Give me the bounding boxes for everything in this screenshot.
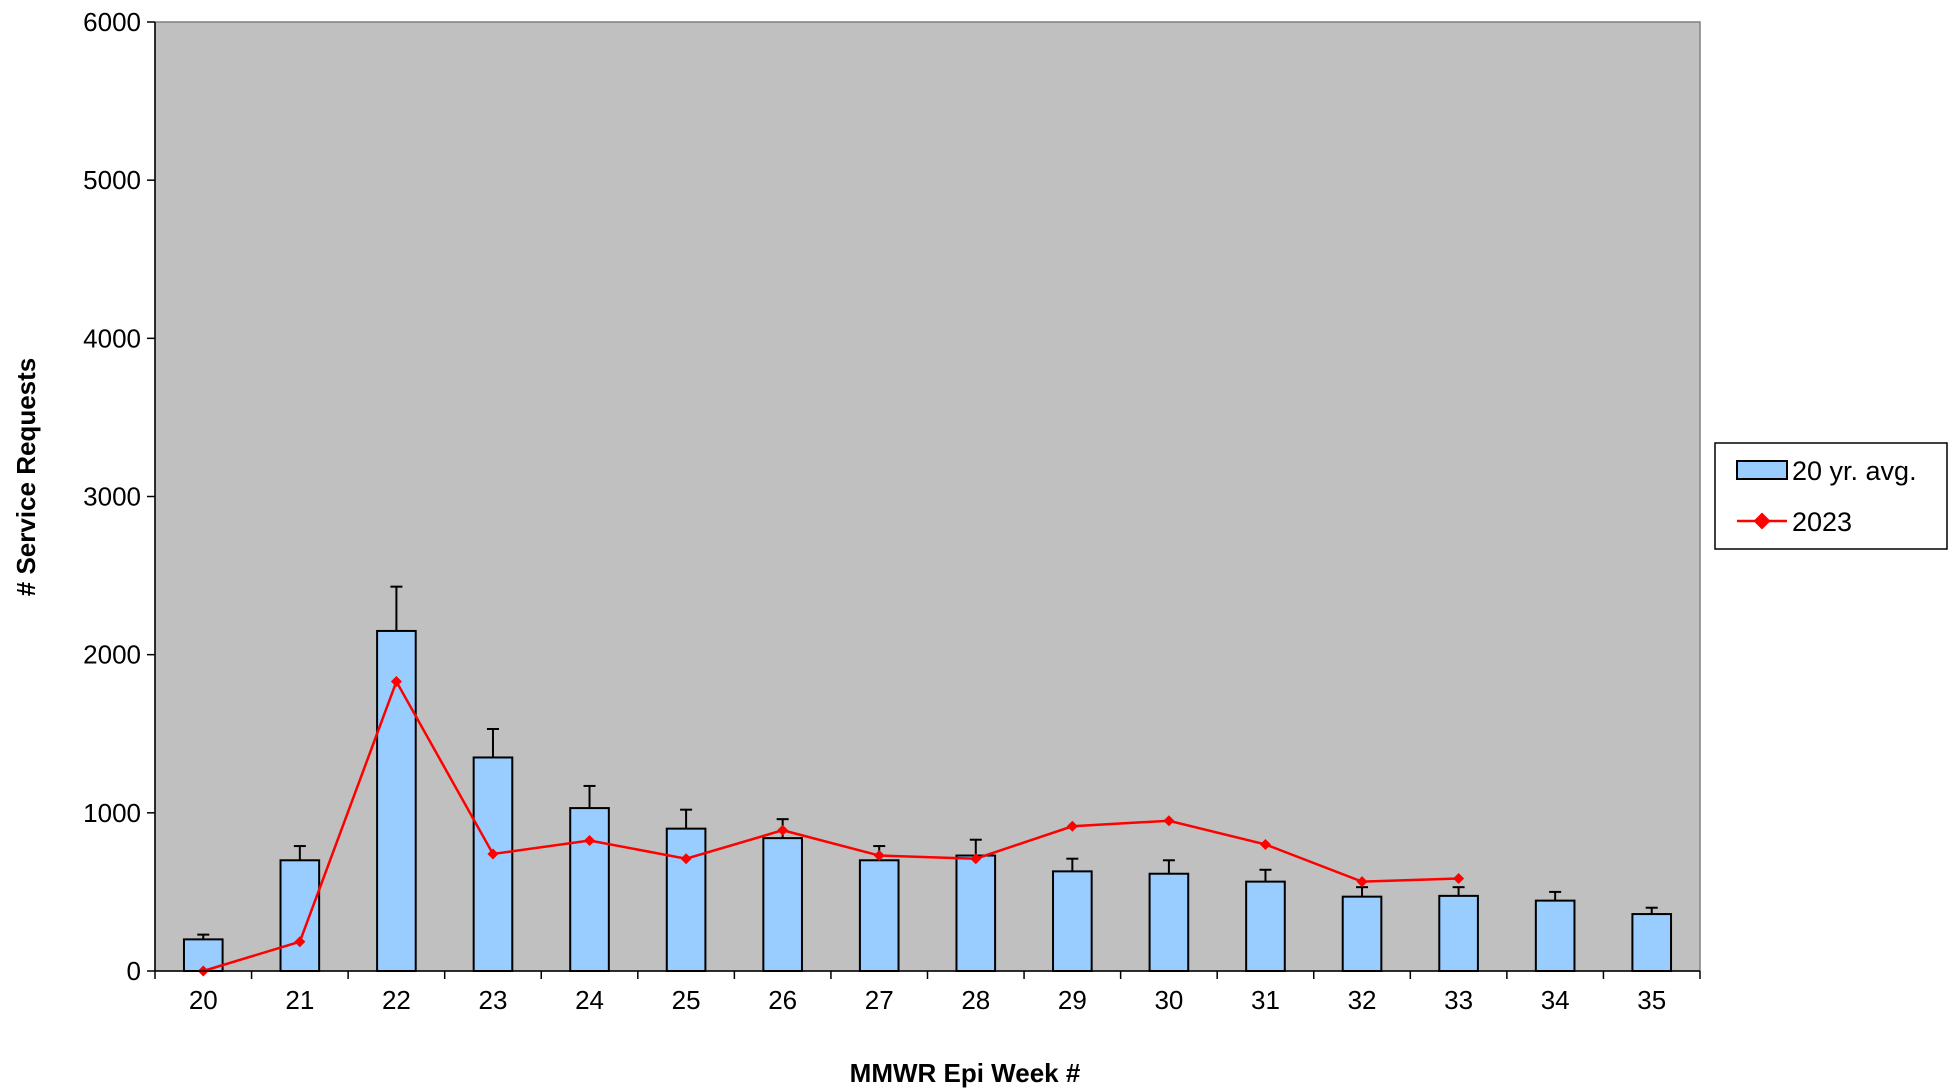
bar: [1245, 880, 1286, 972]
bar: [1631, 913, 1673, 972]
bar: [955, 854, 997, 972]
data-point: [294, 936, 306, 948]
x-axis-ticks: 20 21 22 23 24 25 26 27 28 29 30 31 32 33 34 35: [154, 971, 1701, 1015]
x-tick-label: 31: [1251, 985, 1280, 1015]
data-point: [970, 853, 982, 865]
bars: [182, 585, 1673, 973]
x-tick-label: 30: [1154, 985, 1183, 1015]
x-tick-label: 32: [1348, 985, 1377, 1015]
y-tick-label: 1000: [83, 798, 141, 828]
y-tick-label: 5000: [83, 165, 141, 195]
legend: 20 yr. avg. 2023: [1714, 442, 1948, 550]
y-tick-label: 4000: [83, 323, 141, 353]
x-tick-label: 25: [672, 985, 701, 1015]
y-axis-title: # Service Requests: [11, 358, 41, 596]
data-point: [777, 824, 789, 836]
y-tick-label: 2000: [83, 640, 141, 670]
x-tick-label: 29: [1058, 985, 1087, 1015]
y-axis-ticks: 0 1000 2000 3000 4000 5000 6000: [83, 7, 155, 986]
data-point: [390, 676, 402, 688]
legend-label-avg: 20 yr. avg.: [1792, 456, 1917, 486]
x-tick-label: 27: [865, 985, 894, 1015]
x-tick-label: 21: [285, 985, 314, 1015]
x-tick-label: 23: [479, 985, 508, 1015]
x-tick-label: 26: [768, 985, 797, 1015]
data-point: [873, 850, 885, 862]
data-point: [1066, 820, 1078, 832]
legend-swatch-avg: [1736, 460, 1788, 480]
x-tick-label: 20: [189, 985, 218, 1015]
data-point: [584, 835, 596, 847]
bar: [1534, 899, 1576, 973]
x-tick-label: 24: [575, 985, 604, 1015]
x-tick-label: 35: [1637, 985, 1666, 1015]
x-tick-label: 33: [1444, 985, 1473, 1015]
y-tick-label: 3000: [83, 482, 141, 512]
x-axis-title: MMWR Epi Week #: [850, 1058, 1081, 1088]
line-series: [197, 676, 1465, 977]
x-tick-label: 34: [1541, 985, 1570, 1015]
bar: [279, 859, 321, 972]
bar: [665, 827, 707, 973]
bar: [858, 859, 900, 972]
data-point: [1163, 815, 1175, 827]
bar: [472, 756, 514, 972]
data-point: [1259, 838, 1271, 850]
legend-label-2023: 2023: [1792, 507, 1852, 537]
y-tick-label: 6000: [83, 7, 141, 37]
legend-swatch-2023-marker: [1753, 512, 1771, 530]
x-tick-label: 28: [961, 985, 990, 1015]
x-tick-label: 22: [382, 985, 411, 1015]
bar: [1148, 872, 1190, 972]
bar: [762, 837, 803, 973]
bar: [1438, 894, 1479, 973]
data-point: [487, 848, 499, 860]
y-tick-label: 0: [127, 956, 141, 986]
bar: [1052, 870, 1093, 972]
data-point: [1356, 876, 1368, 888]
bar: [569, 807, 610, 972]
series-line: [202, 678, 1459, 973]
data-point: [680, 853, 692, 865]
bar: [1341, 895, 1383, 973]
data-point: [1453, 872, 1465, 884]
